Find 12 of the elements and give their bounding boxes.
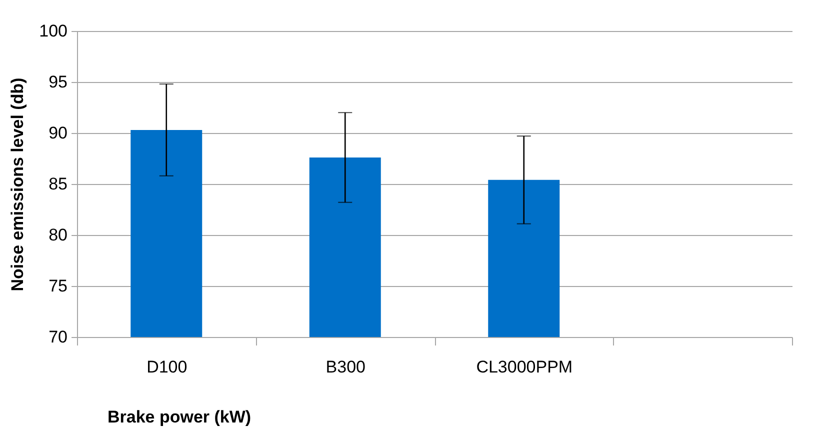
y-tick-label: 90 [48,124,68,142]
y-tick-label: 95 [48,72,68,92]
y-tick-label: 100 [39,22,68,40]
y-tick-label: 80 [48,226,68,244]
x-axis-title: Brake power (kW) [108,408,252,426]
y-axis-title: Noise emissions level (db) [8,78,28,292]
x-tick-label: B300 [326,358,366,376]
y-tick-label: 75 [48,276,68,296]
x-tick-label: CL3000PPM [476,358,573,376]
y-tick-label: 70 [48,328,68,346]
x-tick-label: D100 [146,358,188,376]
y-tick-label: 85 [48,174,68,194]
